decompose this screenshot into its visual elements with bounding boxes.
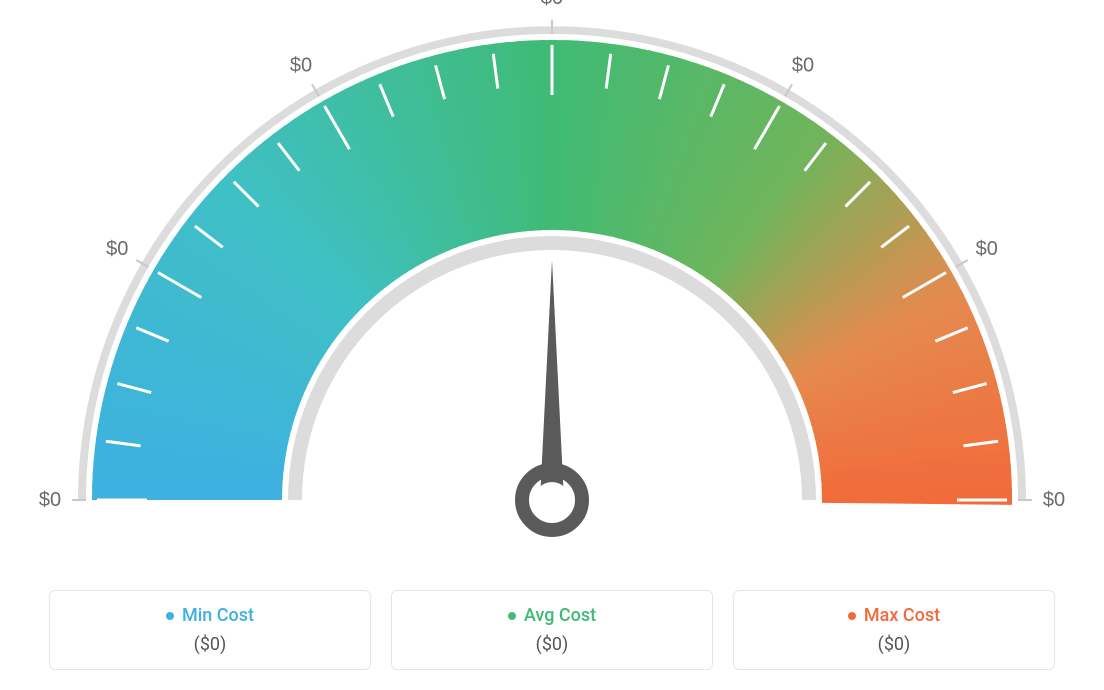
legend-dot-max (848, 612, 856, 620)
legend-title-max: Max Cost (848, 605, 940, 626)
svg-text:$0: $0 (290, 54, 312, 76)
legend-dot-avg (508, 612, 516, 620)
legend-value-avg: ($0) (392, 634, 712, 655)
svg-text:$0: $0 (39, 489, 61, 511)
legend-title-avg: Avg Cost (508, 605, 596, 626)
svg-text:$0: $0 (541, 0, 563, 9)
gauge-svg: $0 $0 $0 $0 $0 $0 $0 (0, 0, 1104, 540)
legend-label-avg: Avg Cost (524, 605, 596, 626)
legend-label-min: Min Cost (182, 605, 254, 626)
svg-text:$0: $0 (976, 238, 998, 260)
legend-label-max: Max Cost (864, 605, 940, 626)
svg-text:$0: $0 (106, 238, 128, 260)
svg-text:$0: $0 (1043, 489, 1065, 511)
cost-gauge-chart: $0 $0 $0 $0 $0 $0 $0 Min Cost ($0) Avg Cost ($… (0, 0, 1104, 690)
legend-card-max: Max Cost ($0) (733, 590, 1055, 671)
legend-dot-min (166, 612, 174, 620)
legend-row: Min Cost ($0) Avg Cost ($0) Max Cost ($0… (0, 590, 1104, 671)
legend-title-min: Min Cost (166, 605, 254, 626)
legend-card-avg: Avg Cost ($0) (391, 590, 713, 671)
legend-value-min: ($0) (50, 634, 370, 655)
legend-value-max: ($0) (734, 634, 1054, 655)
svg-text:$0: $0 (792, 54, 814, 76)
legend-card-min: Min Cost ($0) (49, 590, 371, 671)
